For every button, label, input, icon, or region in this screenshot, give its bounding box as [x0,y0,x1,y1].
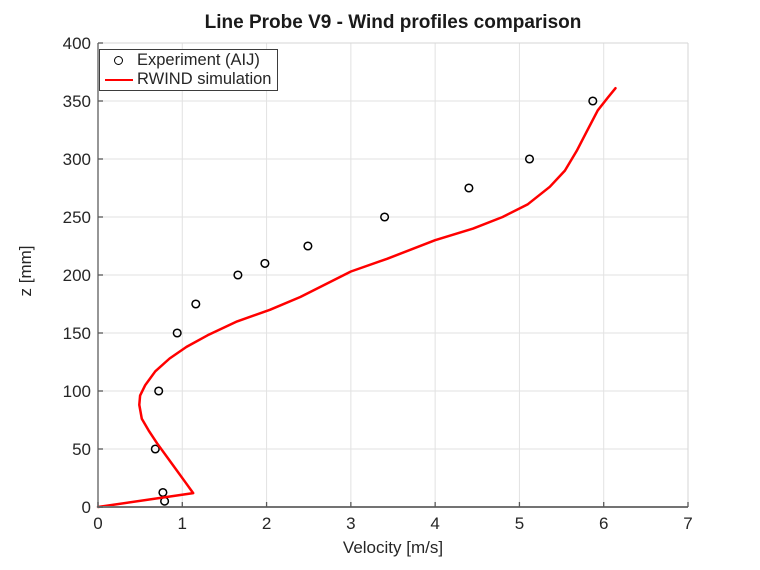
experiment-point [233,270,243,280]
experiment-point [150,444,160,454]
y-axis-label: z [mm] [16,246,35,297]
legend-label-experiment: Experiment (AIJ) [137,51,260,69]
x-tick-label: 0 [93,514,102,533]
y-tick-label: 350 [63,92,91,111]
experiment-point [154,386,164,396]
legend-entry-experiment: Experiment (AIJ) [100,51,271,70]
y-tick-label: 150 [63,324,91,343]
experiment-point [524,154,535,164]
chart-title: Line Probe V9 - Wind profiles comparison [205,12,582,33]
grid-layer [97,42,689,508]
experiment-point [260,258,270,268]
y-tick-label: 400 [63,34,91,53]
x-axis-label: Velocity [m/s] [343,538,443,557]
experiment-point [191,299,201,309]
red-line-marker-icon [104,78,133,81]
legend-label-simulation: RWIND simulation [137,70,272,88]
x-tick-label: 4 [430,514,439,533]
y-tick-label: 300 [63,150,91,169]
x-tick-label: 7 [683,514,692,533]
experiment-point [464,183,474,193]
y-tick-label: 200 [63,266,91,285]
simulation-curve [96,86,617,509]
y-tick-label: 0 [82,498,91,517]
legend-marker-col [100,56,137,65]
experiment-point [588,96,598,106]
y-tick-label: 250 [63,208,91,227]
experiment-point [303,241,313,251]
experiment-point [172,328,182,338]
experiment-point [380,212,390,222]
legend-entry-simulation: RWIND simulation [100,70,271,89]
y-tick-label: 100 [63,382,91,401]
x-tick-label: 2 [262,514,271,533]
series-layer [96,86,617,509]
y-tick-label: 50 [72,440,91,459]
legend-box: Experiment (AIJ) RWIND simulation [99,49,279,91]
axis-layer: 0 1 2 3 4 5 6 7 0 50 100 150 200 250 300 350 400 [63,34,693,533]
legend-marker-col [100,78,137,81]
x-tick-label: 6 [599,514,608,533]
x-tick-label: 5 [515,514,524,533]
experiment-point [158,487,168,498]
open-circle-marker-icon [114,56,123,65]
x-tick-label: 3 [346,514,355,533]
plot-box-layer [98,42,689,507]
x-tick-label: 1 [178,514,187,533]
